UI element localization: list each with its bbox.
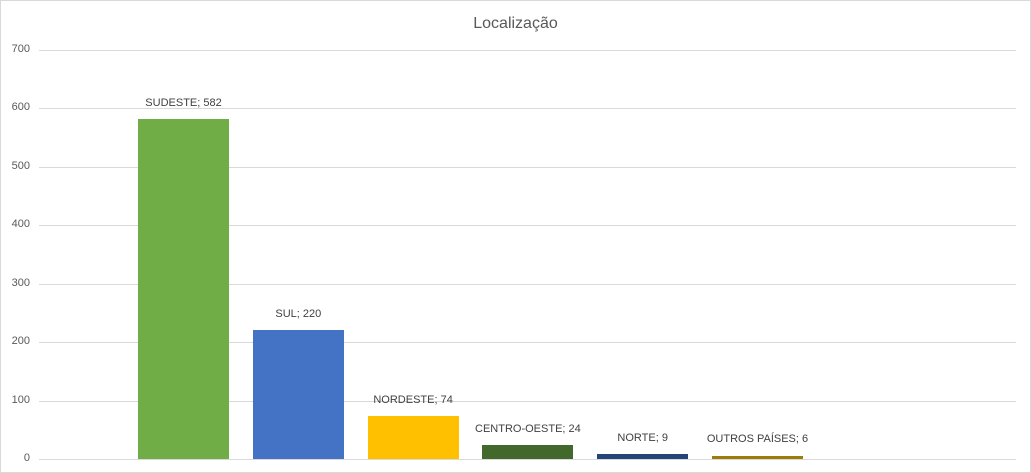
chart-title: Localização — [473, 15, 558, 32]
gridline — [39, 283, 1016, 285]
y-tick-label: 0 — [23, 452, 30, 464]
gridline — [39, 166, 1016, 168]
bar-sul[interactable] — [252, 330, 344, 459]
bar-centro-oeste[interactable] — [482, 444, 574, 459]
y-tick-label: 500 — [11, 159, 30, 172]
data-label: CENTRO-OESTE; 24 — [475, 422, 581, 435]
data-label: OUTROS PAÍSES; 6 — [706, 433, 809, 446]
y-tick-label: 600 — [11, 101, 30, 114]
y-tick-label: 400 — [11, 218, 30, 231]
y-tick-label: 300 — [11, 276, 30, 289]
bar-outros-pa-ses[interactable] — [712, 455, 803, 459]
gridline — [39, 50, 1016, 51]
plot-area: 0 100 200 300 400 500 600 700 SUDESTE; 582 SUL; 2… — [12, 43, 1016, 464]
y-tick-label: 700 — [11, 43, 30, 55]
bar-norte[interactable] — [597, 453, 689, 459]
data-label: NORTE; 9 — [617, 431, 668, 444]
gridline — [39, 225, 1016, 227]
bar-nordeste[interactable] — [367, 415, 459, 459]
data-label: SUDESTE; 582 — [145, 96, 222, 109]
gridline — [39, 108, 1016, 110]
gridline — [39, 400, 1016, 402]
y-tick-label: 100 — [11, 393, 30, 406]
gridline — [39, 459, 1016, 460]
data-label: NORDESTE; 74 — [373, 393, 453, 406]
y-tick-label: 200 — [11, 335, 30, 348]
data-label: SUL; 220 — [275, 308, 322, 321]
gridline — [39, 342, 1016, 344]
bar-sudeste[interactable] — [138, 118, 229, 459]
